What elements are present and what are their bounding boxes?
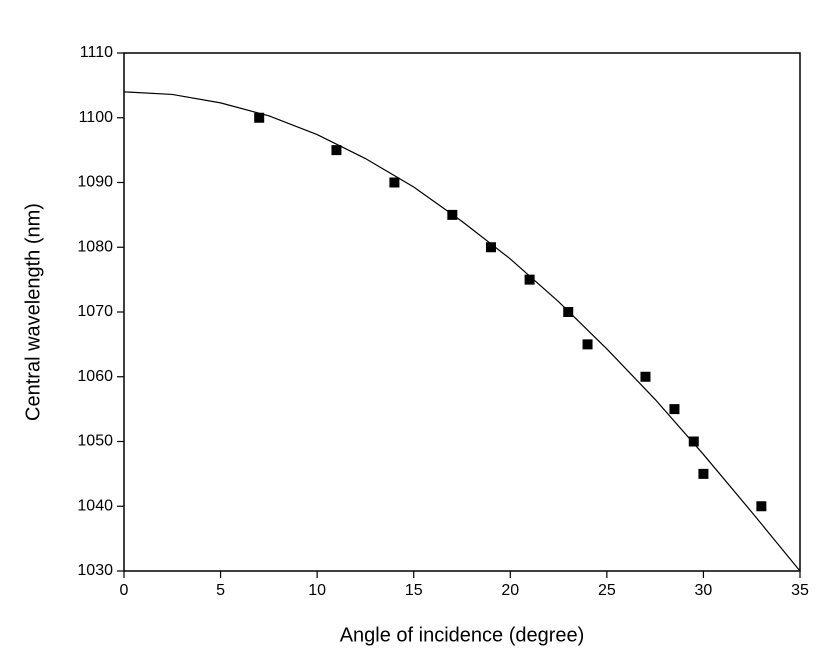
y-tick-label: 1040 [77,497,113,514]
x-axis-label: Angle of incidence (degree) [340,624,585,646]
y-tick-label: 1060 [77,368,113,385]
x-tick-label: 5 [216,582,225,599]
y-axis-label: Central wavelength (nm) [22,203,44,421]
y-tick-label: 1070 [77,303,113,320]
data-point [669,404,680,415]
data-point [389,177,400,188]
x-tick-label: 0 [120,582,129,599]
data-point [688,436,699,447]
x-tick-label: 35 [791,582,809,599]
data-point [563,307,574,317]
x-tick-label: 25 [598,582,616,599]
data-point [485,242,496,253]
y-tick-label: 1110 [80,44,113,61]
data-point [254,112,265,123]
x-tick-label: 10 [308,582,326,599]
y-tick-label: 1090 [77,174,113,191]
data-point [524,274,535,285]
fit-line [123,91,801,572]
data-point [582,339,593,350]
data-point [698,468,709,479]
data-point [756,501,767,512]
data-point [640,371,651,382]
y-tick-label: 1050 [77,433,113,450]
x-tick-label: 20 [501,582,519,599]
data-point [331,145,342,156]
x-tick-label: 30 [695,582,713,599]
x-tick-label: 15 [405,582,423,599]
y-tick-label: 1080 [77,238,113,255]
y-tick-label: 1100 [79,109,114,126]
y-tick-label: 1030 [77,562,113,579]
plot-frame [123,52,801,572]
